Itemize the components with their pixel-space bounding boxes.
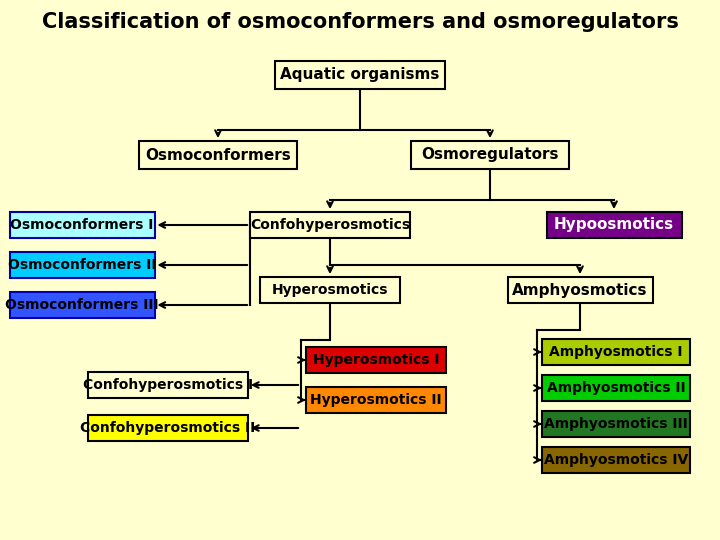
FancyBboxPatch shape [9,252,155,278]
Text: Amphyosmotics II: Amphyosmotics II [546,381,685,395]
FancyBboxPatch shape [306,387,446,413]
Text: Hyperosmotics II: Hyperosmotics II [310,393,442,407]
Text: Confohyperosmotics: Confohyperosmotics [250,218,410,232]
FancyBboxPatch shape [542,339,690,365]
Text: Osmoconformers: Osmoconformers [145,147,291,163]
Text: Osmoconformers I: Osmoconformers I [10,218,153,232]
FancyBboxPatch shape [546,212,682,238]
Text: Classification of osmoconformers and osmoregulators: Classification of osmoconformers and osm… [42,12,678,32]
Text: Aquatic organisms: Aquatic organisms [280,68,440,83]
FancyBboxPatch shape [88,372,248,398]
Text: Osmoregulators: Osmoregulators [421,147,559,163]
FancyBboxPatch shape [542,375,690,401]
FancyBboxPatch shape [9,212,155,238]
FancyBboxPatch shape [508,277,652,303]
Text: Hypoosmotics: Hypoosmotics [554,218,674,233]
Text: Osmoconformers III: Osmoconformers III [5,298,159,312]
Text: Amphyosmotics I: Amphyosmotics I [549,345,683,359]
Text: Amphyosmotics IV: Amphyosmotics IV [544,453,688,467]
FancyBboxPatch shape [250,212,410,238]
FancyBboxPatch shape [88,415,248,441]
FancyBboxPatch shape [275,61,445,89]
Text: Confohyperosmotics II: Confohyperosmotics II [81,421,256,435]
FancyBboxPatch shape [542,447,690,473]
FancyBboxPatch shape [306,347,446,373]
Text: Hyperosmotics I: Hyperosmotics I [312,353,439,367]
FancyBboxPatch shape [139,141,297,169]
Text: Confohyperosmotics I: Confohyperosmotics I [83,378,253,392]
Text: Osmoconformers II: Osmoconformers II [8,258,156,272]
FancyBboxPatch shape [542,411,690,437]
FancyBboxPatch shape [411,141,569,169]
FancyBboxPatch shape [9,292,155,318]
Text: Amphyosmotics III: Amphyosmotics III [544,417,688,431]
Text: Amphyosmotics: Amphyosmotics [512,282,648,298]
Text: Hyperosmotics: Hyperosmotics [271,283,388,297]
FancyBboxPatch shape [260,277,400,303]
